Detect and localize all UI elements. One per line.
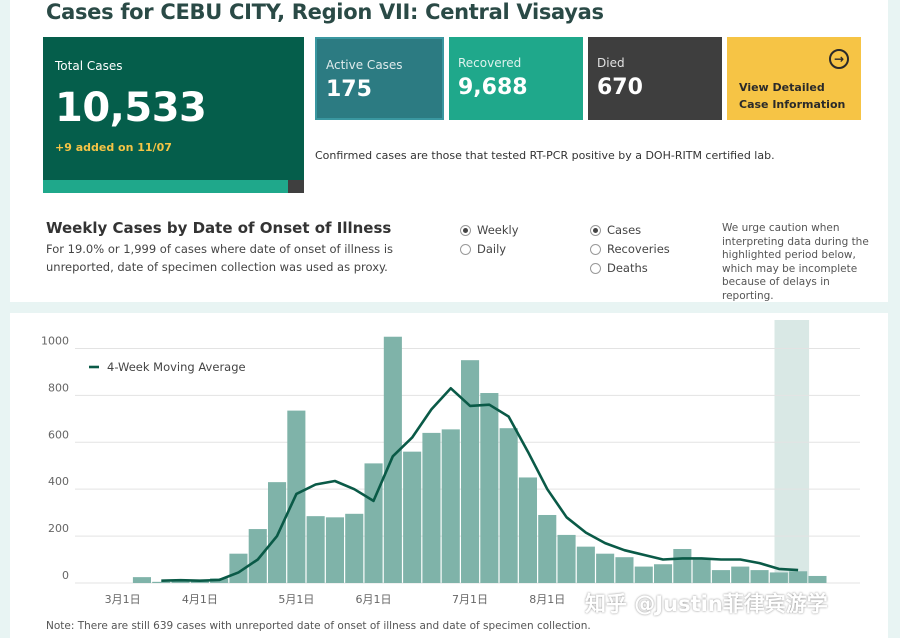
radio-cases-label: Cases: [607, 223, 642, 237]
active-cases-card[interactable]: Active Cases 175: [315, 37, 444, 120]
bar: [615, 557, 634, 583]
bar: [538, 514, 557, 583]
total-cases-card: Total Cases 10,533 +9 added on 11/07: [43, 37, 304, 193]
y-tick-label: 200: [48, 522, 69, 535]
watermark: 知乎 @Justin菲律宾游学: [585, 592, 828, 616]
x-tick-label: 5月1日: [278, 593, 314, 606]
bar: [711, 570, 730, 583]
y-tick-label: 600: [48, 428, 69, 441]
bar: [403, 451, 422, 583]
bar: [654, 564, 673, 583]
weekly-chart-title: Weekly Cases by Date of Onset of Illness: [46, 219, 392, 237]
radio-daily-label: Daily: [477, 242, 507, 256]
bar: [576, 546, 595, 583]
radio-recoveries[interactable]: Recoveries: [590, 242, 670, 256]
bar: [345, 513, 364, 583]
view-detailed-line1: View Detailed: [739, 81, 825, 94]
y-tick-label: 0: [62, 569, 69, 582]
bar: [480, 393, 499, 583]
bar: [634, 566, 653, 583]
radio-daily[interactable]: Daily: [460, 242, 506, 256]
bar: [808, 575, 827, 583]
radio-deaths[interactable]: Deaths: [590, 261, 648, 275]
footnote: Note: There are still 639 cases with unr…: [46, 620, 591, 632]
total-cases-died-bar: [288, 180, 304, 193]
x-tick-label: 4月1日: [182, 593, 218, 606]
died-value: 670: [597, 75, 643, 100]
confirmed-note: Confirmed cases are those that tested RT…: [315, 149, 775, 162]
bar: [731, 566, 750, 583]
radio-deaths-label: Deaths: [607, 261, 648, 275]
active-cases-value: 175: [326, 77, 372, 102]
radio-unselected-icon: [460, 243, 471, 255]
recovered-card[interactable]: Recovered 9,688: [449, 37, 583, 120]
bar: [557, 534, 576, 583]
arrow-right-icon: →: [829, 49, 849, 69]
bar: [769, 572, 788, 583]
bar: [152, 581, 171, 583]
bar: [268, 482, 287, 583]
bar: [364, 463, 383, 583]
bar: [499, 428, 518, 583]
view-detailed-label: View Detailed Case Information: [739, 79, 845, 113]
bar: [518, 477, 537, 583]
bar: [132, 577, 151, 583]
x-tick-label: 6月1日: [356, 593, 392, 606]
incomplete-data-highlight: [774, 320, 810, 583]
died-label: Died: [597, 56, 625, 70]
bar: [306, 516, 325, 583]
bar: [596, 553, 615, 583]
radio-recoveries-label: Recoveries: [607, 242, 670, 256]
bar: [461, 360, 480, 583]
recovered-value: 9,688: [458, 75, 528, 100]
y-tick-label: 800: [48, 381, 69, 394]
page-title: Cases for CEBU CITY, Region VII: Central…: [46, 0, 604, 24]
total-cases-added: +9 added on 11/07: [55, 141, 172, 154]
bar: [441, 429, 460, 583]
weekly-chart-subtitle: For 19.0% or 1,999 of cases where date o…: [46, 242, 394, 274]
radio-weekly[interactable]: Weekly: [460, 223, 519, 237]
bar: [750, 570, 769, 583]
bar: [383, 336, 402, 583]
radio-unselected-icon: [590, 243, 601, 255]
bar: [422, 432, 441, 583]
radio-weekly-label: Weekly: [477, 223, 519, 237]
radio-cases[interactable]: Cases: [590, 223, 641, 237]
bar: [229, 553, 248, 583]
active-cases-label: Active Cases: [326, 58, 403, 72]
radio-selected-icon: [590, 224, 601, 236]
recovered-label: Recovered: [458, 56, 522, 70]
x-tick-label: 3月1日: [105, 593, 141, 606]
y-tick-label: 400: [48, 475, 69, 488]
bar: [248, 529, 267, 583]
caution-note: We urge caution when interpreting data d…: [722, 222, 869, 302]
bar: [673, 548, 692, 583]
total-cases-value: 10,533: [55, 85, 207, 131]
view-detailed-button[interactable]: → View Detailed Case Information: [727, 37, 861, 120]
radio-selected-icon: [460, 224, 471, 236]
x-tick-label: 7月1日: [452, 593, 488, 606]
legend-label: 4-Week Moving Average: [107, 360, 246, 374]
radio-unselected-icon: [590, 262, 601, 274]
bar: [789, 571, 808, 583]
bar: [325, 517, 344, 583]
bar: [692, 559, 711, 583]
x-tick-label: 8月1日: [529, 593, 565, 606]
bar: [171, 580, 190, 583]
moving-average-line: [161, 386, 799, 583]
total-cases-label: Total Cases: [55, 59, 123, 73]
y-tick-label: 1000: [41, 334, 69, 347]
total-cases-recovered-bar: [43, 180, 288, 193]
view-detailed-line2: Case Information: [739, 98, 846, 111]
died-card[interactable]: Died 670: [588, 37, 722, 120]
